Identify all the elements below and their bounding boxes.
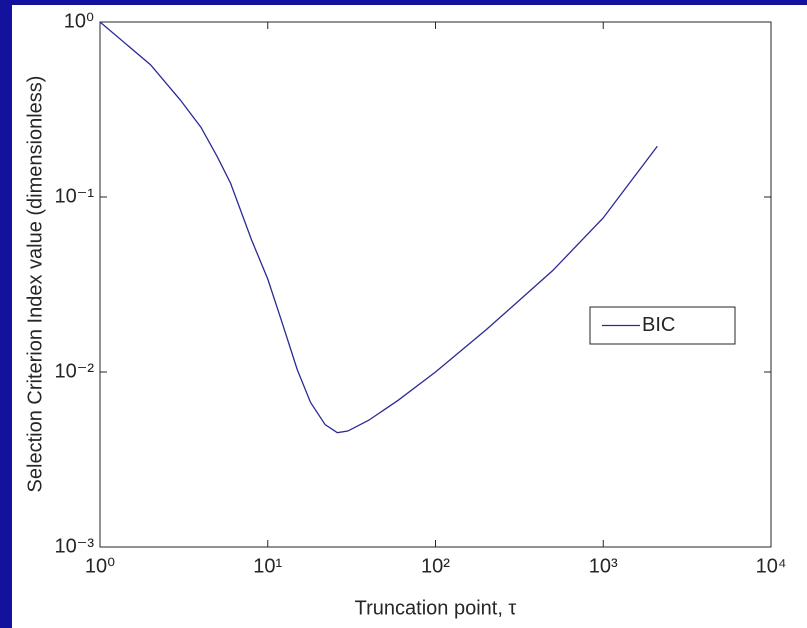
y-tick-label: 10⁰ — [64, 10, 94, 32]
y-tick-label: 10⁻² — [55, 360, 95, 382]
legend-label: BIC — [642, 314, 675, 336]
y-axis-label: Selection Criterion Index value (dimensi… — [24, 76, 46, 493]
x-tick-label: 10⁴ — [756, 555, 787, 577]
x-tick-label: 10¹ — [253, 555, 282, 577]
x-axis-label: Truncation point, τ — [355, 597, 517, 619]
y-tick-label: 10⁻³ — [55, 535, 95, 557]
plot-area — [99, 21, 772, 548]
x-tick-label: 10⁰ — [85, 555, 115, 577]
y-tick-label: 10⁻¹ — [55, 185, 95, 207]
x-tick-label: 10² — [421, 555, 450, 577]
x-tick-label: 10³ — [589, 555, 618, 577]
data-line — [99, 21, 658, 434]
